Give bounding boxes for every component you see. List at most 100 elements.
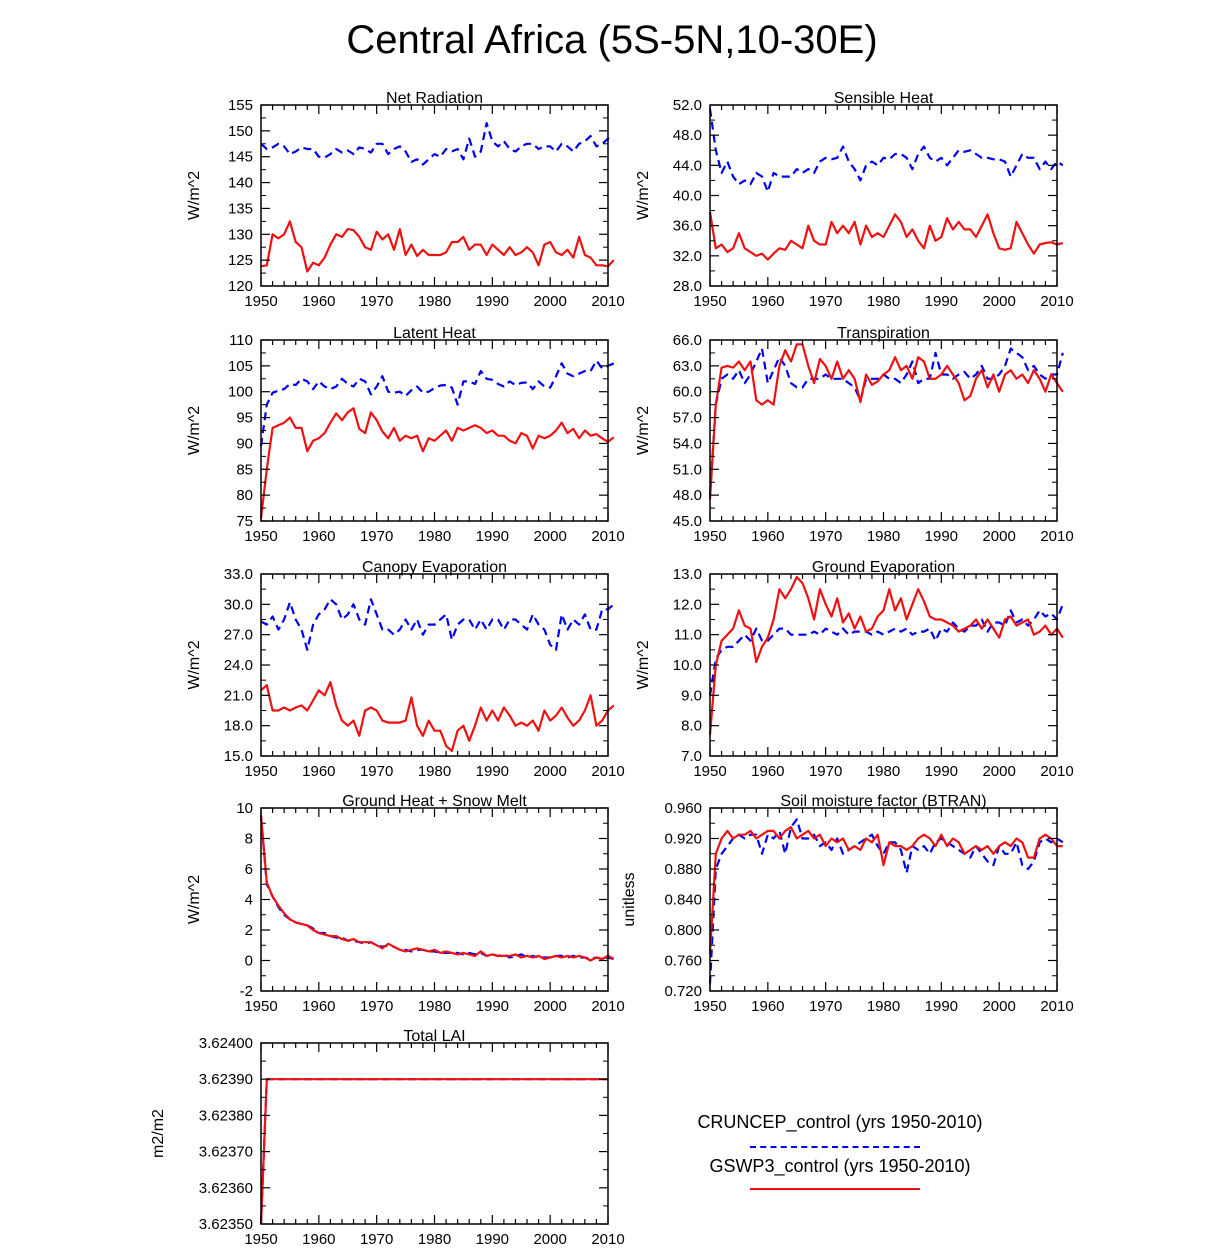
x-tick-label: 2010 [591, 293, 624, 310]
y-tick-label: 0.800 [664, 922, 702, 939]
series-line-gswp3-control [260, 681, 615, 753]
y-tick-label: 150 [228, 123, 253, 140]
y-tick-label: 100 [228, 384, 253, 401]
x-tick-label: 1980 [867, 528, 900, 545]
y-axis-label: W/m^2 [635, 640, 652, 689]
x-tick-label: 1970 [809, 763, 842, 780]
y-tick-label: 140 [228, 175, 253, 192]
y-tick-label: 155 [228, 97, 253, 114]
plot-frame [709, 573, 1058, 757]
y-tick-label: 90 [236, 435, 253, 452]
plot-frame [709, 104, 1058, 287]
x-tick-label: 1980 [867, 763, 900, 780]
panel-8: 1950 1960 1970 1980 1990 2000 2010 0.720 0.760 0.… [621, 793, 1074, 1015]
y-tick-label: 52.0 [673, 97, 702, 114]
y-tick-label: 125 [228, 252, 253, 269]
plot-frame [709, 339, 1058, 522]
series-line-gswp3-control [708, 211, 1064, 261]
y-tick-label: 27.0 [224, 627, 253, 644]
x-tick-label: 1960 [302, 1231, 335, 1248]
legend-swatch-cruncep [750, 1146, 920, 1148]
x-tick-label: 1950 [244, 998, 277, 1015]
y-axis-label: W/m^2 [186, 875, 203, 924]
y-tick-label: 8 [245, 831, 253, 848]
y-tick-label: 13.0 [673, 566, 702, 583]
series-line-cruncep-control [260, 598, 615, 651]
y-tick-label: 3.62390 [199, 1071, 253, 1088]
x-tick-label: 1990 [476, 293, 509, 310]
y-tick-label: 3.62400 [199, 1035, 253, 1052]
series-line-cruncep-control [708, 818, 1064, 984]
y-tick-label: 85 [236, 461, 253, 478]
y-tick-label: 51.0 [673, 461, 702, 478]
panel-title: Net Radiation [386, 90, 483, 107]
y-tick-label: 32.0 [673, 248, 702, 265]
series-line-gswp3-control [708, 825, 1063, 953]
y-tick-label: 6 [245, 861, 253, 878]
panel-title: Total LAI [403, 1028, 465, 1045]
x-tick-label: 1980 [867, 293, 900, 310]
x-tick-label: 1990 [476, 998, 509, 1015]
page-title: Central Africa (5S-5N,10-30E) [346, 18, 878, 62]
y-tick-label: 8.0 [681, 718, 702, 735]
x-tick-label: 1950 [693, 528, 726, 545]
y-tick-label: 2 [245, 922, 253, 939]
y-tick-label: 48.0 [673, 127, 702, 144]
x-tick-label: 1970 [809, 528, 842, 545]
panel-6: 1950 1960 1970 1980 1990 2000 2010 7.0 8.0 9.0 10.… [635, 559, 1074, 780]
x-tick-label: 1990 [925, 293, 958, 310]
x-tick-label: 1950 [244, 528, 277, 545]
y-axis-label: W/m^2 [635, 171, 652, 220]
x-tick-label: 1990 [476, 528, 509, 545]
series-line-gswp3-control [260, 220, 615, 273]
legend-swatch-gswp3 [750, 1188, 920, 1190]
x-tick-label: 1980 [418, 528, 451, 545]
y-axis-label: m2/m2 [150, 1109, 167, 1158]
panel-title: Ground Evaporation [812, 559, 955, 576]
x-tick-label: 1960 [751, 528, 784, 545]
y-tick-label: 45.0 [673, 513, 702, 530]
x-tick-label: 1960 [302, 998, 335, 1015]
x-tick-label: 2000 [982, 293, 1015, 310]
y-tick-label: 24.0 [224, 657, 253, 674]
series-line-cruncep-control [259, 359, 615, 447]
series-line-gswp3-control [259, 1078, 608, 1225]
plot-frame [260, 1042, 609, 1225]
y-tick-label: 80 [236, 487, 253, 504]
y-tick-label: 10.0 [673, 657, 702, 674]
series-line-cruncep-control [708, 108, 1064, 193]
y-tick-label: 36.0 [673, 218, 702, 235]
y-tick-label: 60.0 [673, 384, 702, 401]
y-tick-label: 105 [228, 358, 253, 375]
series-line-cruncep-control [708, 347, 1064, 496]
x-tick-label: 1980 [418, 763, 451, 780]
x-tick-label: 2010 [1040, 763, 1073, 780]
x-tick-label: 2000 [533, 1231, 566, 1248]
y-axis-label: W/m^2 [186, 640, 203, 689]
x-tick-label: 1970 [360, 998, 393, 1015]
y-tick-label: 135 [228, 200, 253, 217]
x-tick-label: 2000 [982, 998, 1015, 1015]
panel-title: Ground Heat + Snow Melt [342, 793, 527, 810]
y-tick-label: 3.62360 [199, 1180, 253, 1197]
series-line-gswp3-control [708, 343, 1064, 500]
y-tick-label: 15.0 [224, 748, 253, 765]
y-tick-label: 75 [236, 513, 253, 530]
y-tick-label: 145 [228, 149, 253, 166]
panel-7: 1950 1960 1970 1980 1990 2000 2010 -2 0 2 4 6 8 10 Gro… [186, 793, 625, 1015]
y-tick-label: 30.0 [224, 596, 253, 613]
y-tick-label: 12.0 [673, 596, 702, 613]
x-tick-label: 2010 [591, 1231, 624, 1248]
y-tick-label: -2 [240, 983, 253, 1000]
x-tick-label: 1950 [693, 293, 726, 310]
y-tick-label: 0.760 [664, 953, 702, 970]
series-line-gswp3-control [708, 575, 1064, 735]
y-tick-label: 7.0 [681, 748, 702, 765]
y-tick-label: 54.0 [673, 435, 702, 452]
x-tick-label: 2010 [1040, 998, 1073, 1015]
y-tick-label: 0.880 [664, 861, 702, 878]
series-line-gswp3-control [259, 407, 615, 519]
x-tick-label: 1990 [476, 763, 509, 780]
x-tick-label: 1970 [360, 763, 393, 780]
